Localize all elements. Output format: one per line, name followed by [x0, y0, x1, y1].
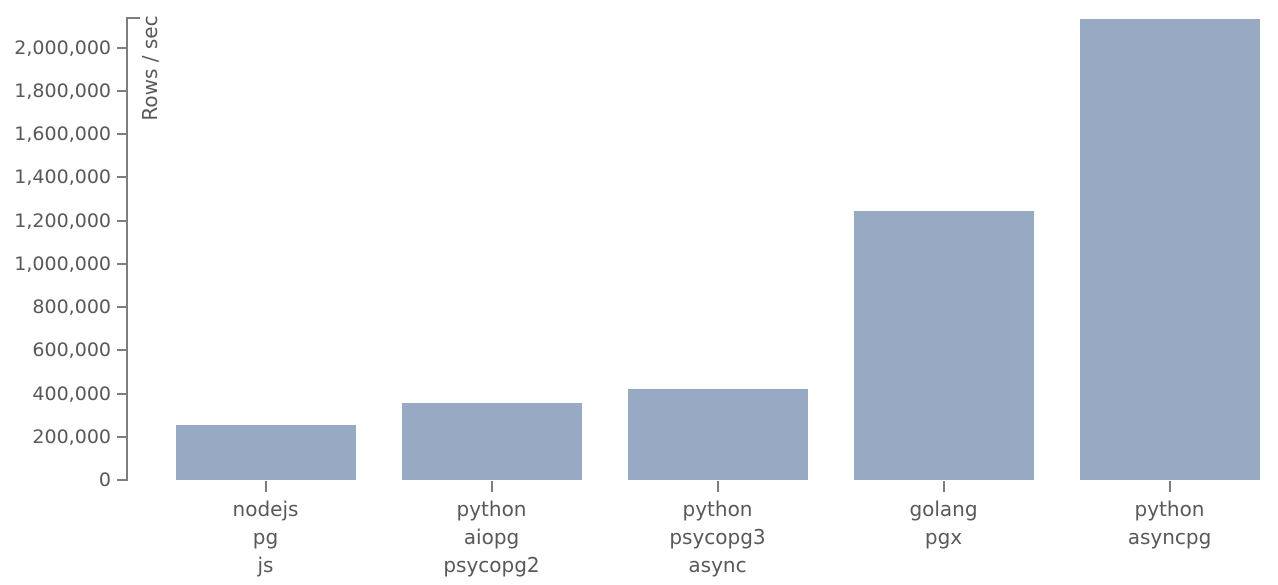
category-label-line: psycopg3 — [669, 525, 766, 549]
category-label-line: pgx — [924, 525, 963, 549]
category-label: python asyncpg — [1057, 495, 1278, 551]
y-tick — [117, 306, 126, 308]
category-label-line: python — [456, 497, 527, 521]
y-tick-label: 0 — [98, 469, 111, 491]
x-tick — [1168, 481, 1171, 492]
category-label: golang pgx — [831, 495, 1057, 551]
category-label-line: asyncpg — [1127, 525, 1212, 549]
y-tick — [117, 89, 126, 92]
category-label-line: async — [688, 553, 747, 577]
y-axis-top-cap — [126, 17, 140, 19]
bar — [627, 389, 808, 480]
category-label-line: python — [682, 497, 753, 521]
x-tick — [264, 481, 267, 492]
y-axis-line — [126, 17, 128, 482]
category-label: nodejs pg js — [153, 495, 379, 579]
category-label-line: psycopg2 — [443, 553, 540, 577]
category-label-line: pg — [252, 525, 279, 549]
x-tick — [942, 481, 945, 492]
category-label: python psycopg3 async — [605, 495, 831, 579]
y-tick-label: 1,200,000 — [14, 209, 111, 232]
y-tick — [117, 349, 126, 352]
y-tick — [117, 133, 126, 135]
y-tick — [117, 219, 126, 222]
category-label-line: aiopg — [463, 525, 520, 549]
category-label-line: js — [257, 553, 274, 577]
y-tick — [117, 479, 126, 481]
y-tick-label: 2,000,000 — [14, 36, 111, 59]
bar — [853, 210, 1034, 480]
category-label: python aiopg psycopg2 — [379, 495, 605, 579]
category-label-line: python — [1134, 497, 1205, 521]
y-tick-label: 400,000 — [32, 382, 111, 405]
y-tick — [117, 46, 126, 49]
category-label-line: nodejs — [232, 497, 299, 521]
y-tick-label: 600,000 — [32, 339, 111, 362]
y-tick-label: 1,000,000 — [14, 252, 111, 275]
bar — [1079, 18, 1260, 480]
category-label-line: golang — [909, 497, 978, 521]
y-axis-title: Rows / sec — [138, 15, 162, 121]
y-tick — [117, 392, 126, 395]
y-tick — [117, 435, 126, 438]
bar — [401, 403, 582, 480]
y-tick-label: 800,000 — [32, 296, 111, 318]
y-tick-label: 200,000 — [32, 425, 111, 448]
bar — [175, 425, 356, 480]
y-tick-label: 1,800,000 — [14, 79, 111, 102]
x-tick — [716, 481, 719, 492]
y-tick-label: 1,400,000 — [14, 166, 111, 189]
x-tick — [490, 481, 493, 492]
y-tick-label: 1,600,000 — [14, 123, 111, 145]
y-tick — [117, 176, 126, 179]
y-tick — [117, 262, 126, 265]
